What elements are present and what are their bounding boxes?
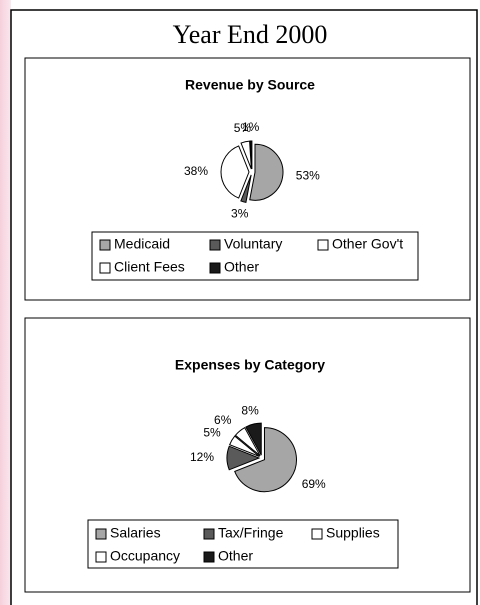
data-label: 6% — [214, 413, 232, 427]
data-label: 5% — [203, 426, 221, 440]
legend-swatch — [203, 551, 215, 563]
data-label: 5% — [234, 121, 252, 135]
pie-slice — [249, 143, 284, 201]
legend-label: Medicaid — [114, 236, 170, 252]
data-label: 12% — [190, 450, 214, 464]
pie-slice — [226, 445, 261, 471]
pie-slice — [229, 435, 260, 457]
legend-swatch — [209, 262, 221, 274]
legend-swatch — [99, 262, 111, 274]
legend-swatch — [311, 528, 323, 540]
legend-swatch — [317, 239, 329, 251]
data-label: 1% — [242, 120, 260, 134]
chart-box — [24, 317, 471, 593]
legend-swatch — [95, 528, 107, 540]
legend-box — [87, 519, 399, 569]
frame — [10, 9, 478, 605]
data-label: 8% — [241, 404, 259, 418]
legend-label: Other — [224, 259, 259, 275]
chart-title: Revenue by Source — [185, 77, 315, 93]
legend-swatch — [95, 551, 107, 563]
pie-slice — [249, 140, 253, 170]
chart-box — [24, 57, 471, 301]
data-label: 3% — [231, 206, 249, 220]
legend-swatch — [209, 239, 221, 251]
data-label: 38% — [184, 164, 208, 178]
page-title: Year End 2000 — [173, 20, 328, 49]
pie-slice — [245, 422, 262, 456]
legend-label: Tax/Fringe — [218, 525, 284, 541]
pie-slice — [240, 174, 252, 203]
chart-title: Expenses by Category — [175, 357, 325, 373]
pie-slice — [234, 426, 261, 457]
legend-swatch — [99, 239, 111, 251]
legend-label: Other Gov't — [332, 236, 403, 252]
legend-label: Salaries — [110, 525, 161, 541]
legend-swatch — [203, 528, 215, 540]
legend-label: Occupancy — [110, 548, 180, 564]
legend-box — [91, 231, 419, 281]
data-label: 69% — [302, 477, 326, 491]
pie-slice — [220, 145, 250, 199]
legend-label: Supplies — [326, 525, 380, 541]
pie-slice — [240, 140, 252, 170]
legend-label: Voluntary — [224, 236, 282, 252]
side-strip — [0, 0, 11, 605]
legend-label: Client Fees — [114, 259, 185, 275]
pie-slice — [234, 427, 297, 493]
data-label: 53% — [296, 168, 320, 182]
legend-label: Other — [218, 548, 253, 564]
